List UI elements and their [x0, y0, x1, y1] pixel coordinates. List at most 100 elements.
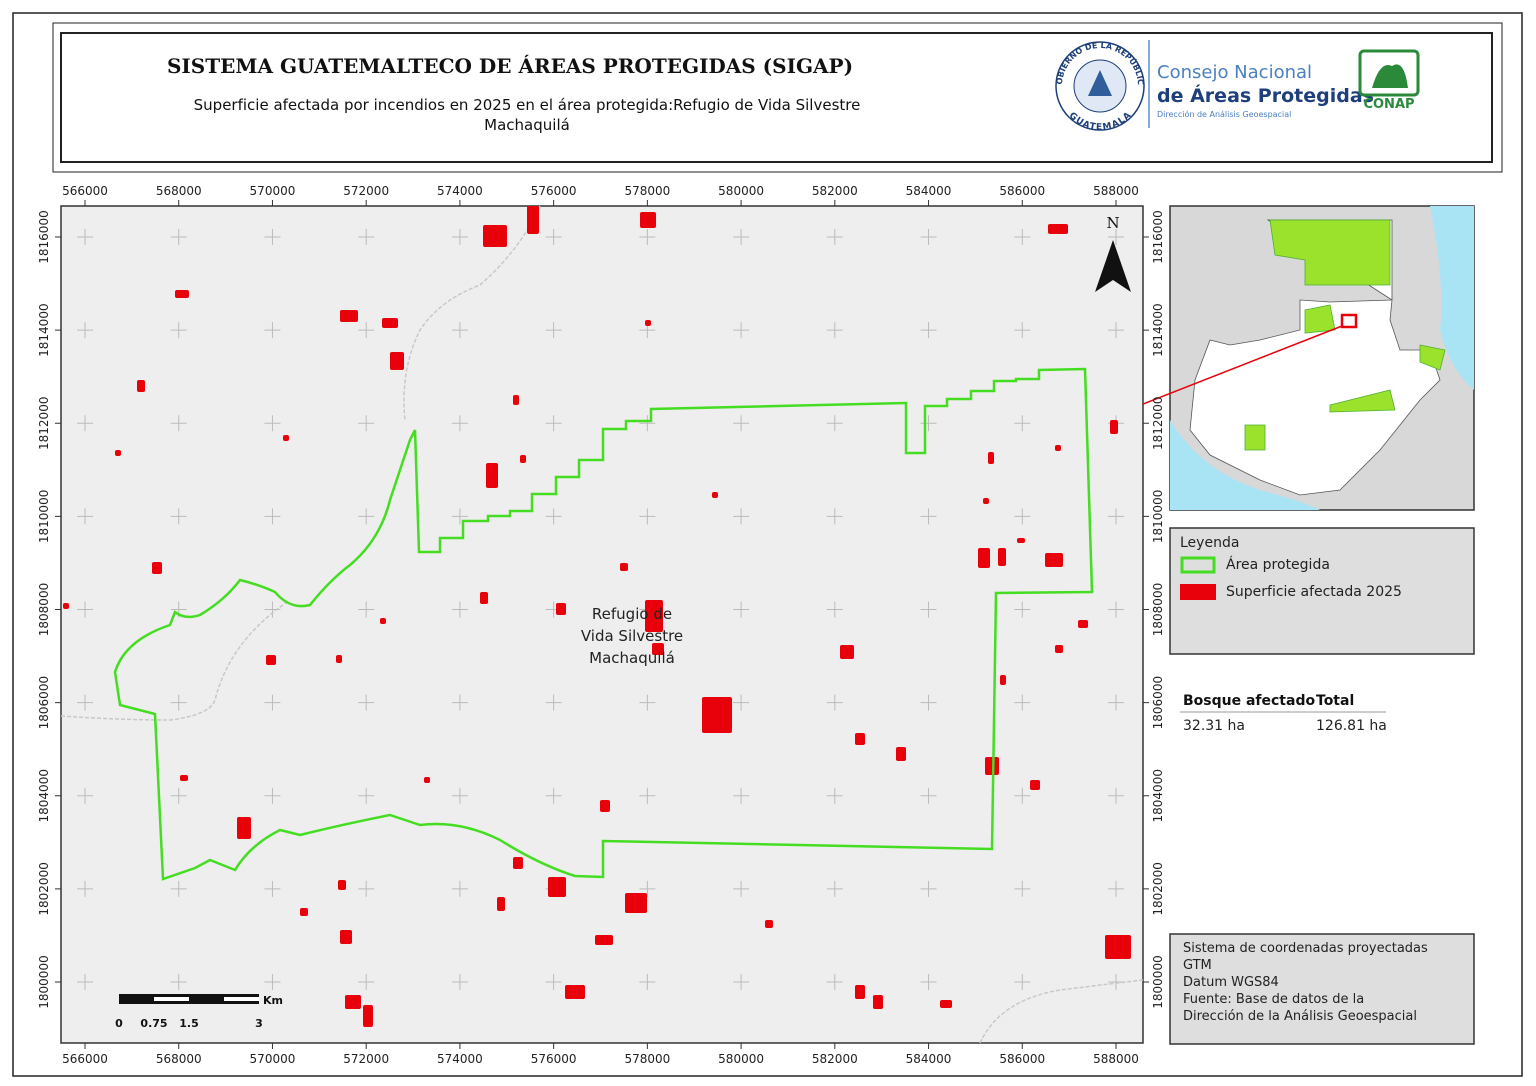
scale-label: 3	[255, 1017, 263, 1030]
x-tick-label: 566000	[62, 1052, 108, 1066]
grid-cross	[826, 974, 843, 990]
grid-cross	[545, 787, 562, 804]
conap-abbr: CONAP	[1363, 97, 1414, 112]
grid-cross	[733, 601, 750, 618]
x-tick-label: 578000	[624, 184, 670, 198]
grid-cross	[170, 415, 187, 432]
scale-label: 1.5	[179, 1017, 199, 1030]
fire-patch	[497, 897, 505, 911]
conap-icon	[1372, 64, 1408, 88]
fire-patch	[1017, 538, 1025, 543]
inset-map	[1142, 205, 1475, 511]
y-tick-label: 1812000	[37, 397, 51, 450]
fire-patch	[855, 985, 865, 999]
grid-cross	[170, 694, 187, 711]
grid-cross	[1014, 322, 1031, 339]
y-tick-label: 1808000	[37, 583, 51, 636]
x-tick-label: 574000	[437, 1052, 483, 1066]
scale-label: 0.75	[140, 1017, 167, 1030]
fire-patch	[336, 655, 342, 663]
fire-patch	[1055, 645, 1063, 653]
grid-cross	[826, 694, 843, 711]
fire-patch	[363, 1005, 373, 1027]
fire-patch	[985, 757, 999, 775]
fire-patch	[702, 697, 732, 733]
fire-patch	[63, 603, 69, 609]
x-tick-label: 570000	[250, 184, 296, 198]
grid-cross	[1108, 694, 1124, 711]
stats-header: Bosque afectado	[1183, 693, 1315, 709]
fire-patch	[625, 893, 647, 913]
legend: Leyenda Área protegida Superficie afectad…	[1169, 527, 1475, 655]
x-tick-label: 582000	[812, 184, 858, 198]
grid-cross	[826, 415, 843, 432]
fire-patch	[382, 318, 398, 328]
fire-patch	[340, 930, 352, 944]
grid-cross	[1014, 508, 1031, 525]
grid-cross	[77, 694, 93, 711]
grid-cross	[77, 322, 93, 339]
fire-patch	[978, 548, 990, 568]
x-tick-label: 570000	[250, 1052, 296, 1066]
fire-patch	[998, 548, 1006, 566]
grid-cross	[826, 601, 843, 618]
y-tick-label: 1814000	[37, 303, 51, 356]
x-tick-label: 576000	[531, 184, 577, 198]
stats-value: 126.81 ha	[1316, 718, 1387, 734]
grid-cross	[77, 974, 93, 990]
fire-patch	[115, 450, 121, 456]
grid-cross	[170, 880, 187, 897]
y-tick-label: 1802000	[37, 862, 51, 915]
x-tick-label: 566000	[62, 184, 108, 198]
grid-cross	[264, 787, 281, 804]
grid-cross	[170, 229, 187, 245]
fire-patch	[983, 498, 989, 504]
x-tick-label: 580000	[718, 1052, 764, 1066]
fire-patch	[988, 452, 994, 464]
fire-patch	[527, 206, 539, 234]
x-tick-label: 574000	[437, 184, 483, 198]
org-line2: de Áreas Protegidas	[1157, 84, 1374, 107]
fire-patch	[645, 600, 663, 632]
grid-cross	[451, 974, 468, 990]
grid-cross	[358, 694, 375, 711]
fire-patch	[1045, 553, 1063, 567]
fire-patch	[1000, 675, 1006, 685]
grid-cross	[77, 601, 93, 618]
fire-patch	[424, 777, 430, 783]
org-line3: Dirección de Análisis Geoespacial	[1157, 109, 1291, 119]
grid-cross	[1108, 229, 1124, 245]
org-line1: Consejo Nacional	[1157, 62, 1312, 83]
x-tick-label: 588000	[1093, 184, 1139, 198]
grid	[77, 229, 1124, 990]
grid-cross	[451, 415, 468, 432]
x-tick-label: 582000	[812, 1052, 858, 1066]
area-label: Refugio de	[592, 605, 672, 623]
fire-patch	[712, 492, 718, 498]
fire-patch	[640, 212, 656, 228]
scale-bar-segment	[154, 997, 189, 1001]
fire-patch	[595, 935, 613, 945]
fire-patch	[483, 225, 507, 247]
grid-cross	[451, 694, 468, 711]
grid-cross	[545, 694, 562, 711]
fire-patch	[645, 320, 651, 326]
grid-cross	[639, 880, 656, 897]
grid-cross	[826, 508, 843, 525]
grid-cross	[77, 880, 93, 897]
y-tick-label: 1806000	[37, 676, 51, 729]
note-line: Fuente: Base de datos de la	[1183, 992, 1364, 1007]
scale-label: 0	[115, 1017, 123, 1030]
x-tick-label: 586000	[999, 184, 1045, 198]
fire-patch	[565, 985, 585, 999]
grid-cross	[358, 229, 375, 245]
y-tick-label: 1810000	[1151, 490, 1165, 543]
fire-areas	[63, 206, 1131, 1027]
fire-patch	[652, 643, 664, 655]
grid-cross	[451, 322, 468, 339]
fire-patch	[283, 435, 289, 441]
x-tick-label: 588000	[1093, 1052, 1139, 1066]
grid-cross	[545, 974, 562, 990]
fire-patch	[1110, 420, 1118, 434]
grid-cross	[639, 974, 656, 990]
